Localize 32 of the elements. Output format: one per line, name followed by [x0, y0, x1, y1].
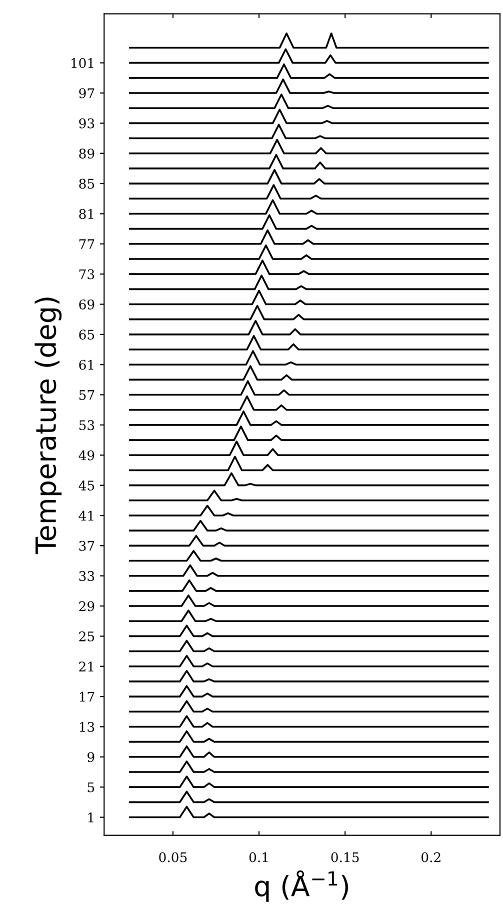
- y-tick-label: 73: [79, 269, 94, 280]
- y-tick-label: 1: [88, 812, 94, 822]
- y-tick-label: 5: [88, 782, 94, 792]
- y-tick-label: 57: [79, 390, 94, 400]
- y-tick-label: 89: [79, 148, 94, 159]
- y-tick-label: 25: [79, 631, 94, 642]
- y-tick-label: 37: [79, 540, 94, 551]
- y-tick-label: 53: [79, 420, 94, 430]
- y-tick-label: 69: [79, 299, 94, 310]
- y-tick-label: 61: [79, 360, 94, 370]
- y-tick-label: 65: [79, 330, 94, 340]
- y-tick-label: 17: [80, 692, 94, 702]
- y-tick-label: 101: [72, 58, 94, 68]
- y-tick-label: 45: [78, 480, 94, 491]
- y-tick-label: 97: [79, 88, 94, 98]
- y-tick-label: 13: [80, 722, 94, 732]
- y-tick-label: 77: [79, 239, 94, 249]
- x-tick-label: 0.05: [159, 852, 187, 862]
- y-tick-label: 93: [79, 118, 94, 128]
- y-tick-label: 9: [88, 752, 94, 762]
- y-tick-label: 21: [79, 662, 94, 672]
- x-tick-label: 0.2: [422, 852, 440, 862]
- x-tick-label: 0.1: [249, 852, 268, 862]
- x-axis-title: q (Å$^{−1}$): [255, 870, 348, 902]
- y-tick-label: 49: [78, 450, 94, 460]
- y-axis-title: Temperature (deg): [34, 298, 62, 554]
- y-tick-label: 33: [79, 571, 94, 582]
- y-tick-label: 41: [78, 510, 94, 520]
- x-tick-label: 0.15: [331, 852, 359, 862]
- y-tick-label: 81: [79, 208, 94, 219]
- y-tick-label: 85: [79, 178, 94, 189]
- y-tick-label: 29: [79, 601, 94, 612]
